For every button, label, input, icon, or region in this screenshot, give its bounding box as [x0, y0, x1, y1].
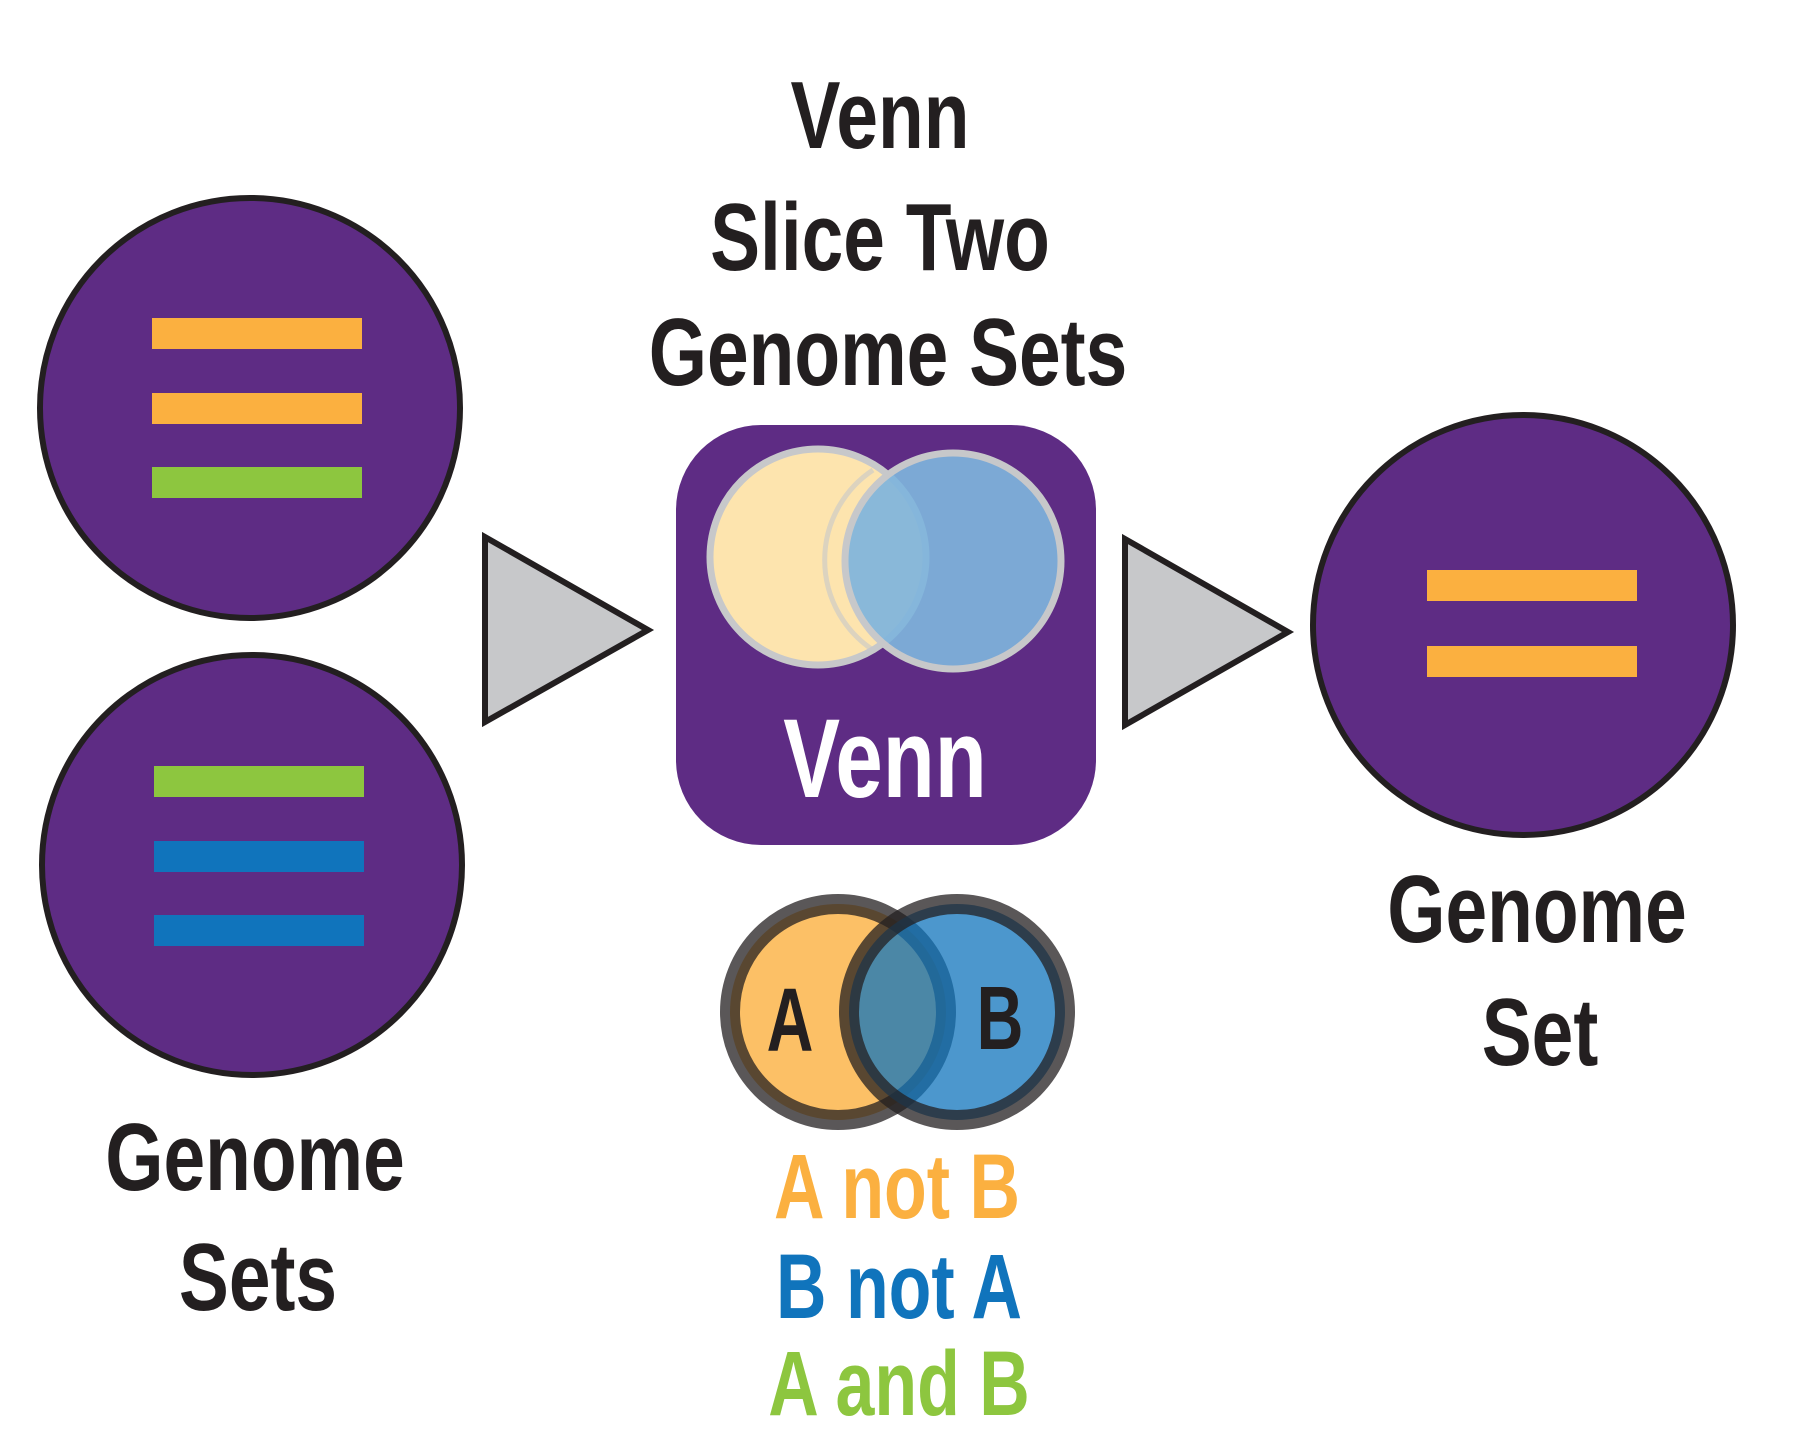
arrow-right-icon	[482, 531, 655, 728]
title-line-1: Venn	[791, 62, 970, 169]
ab-venn-legend: A B	[720, 894, 1075, 1130]
output-label: Genome Set	[1387, 856, 1687, 1086]
input-genome-set-b	[39, 652, 465, 1078]
venn-tool-label: Venn	[783, 697, 986, 822]
circle-b	[839, 894, 1075, 1130]
output-genome-set	[1310, 412, 1736, 838]
output-bar-2	[1427, 646, 1637, 677]
output-bar-1	[1427, 570, 1637, 601]
venn-tool-tile: Venn	[676, 425, 1096, 845]
venn-diagram-icon	[706, 445, 1065, 673]
input-genome-set-a	[37, 195, 463, 621]
output-genome-set-circle	[1310, 412, 1736, 838]
input-label-line-1: Genome	[105, 1104, 405, 1211]
title-line-3: Genome Sets	[649, 299, 1128, 406]
title: Venn Slice Two Genome Sets	[649, 62, 1128, 406]
output-label-line-2: Set	[1482, 979, 1599, 1086]
option-a-and-b: A and B	[768, 1333, 1029, 1435]
option-b-not-a: B not A	[776, 1236, 1022, 1338]
title-line-2: Slice Two	[710, 184, 1050, 291]
genome-set-b-bar-2	[154, 841, 364, 872]
genome-set-a-bar-3	[152, 467, 362, 498]
genome-set-a-bar-2	[152, 393, 362, 424]
input-label: Genome Sets	[105, 1104, 405, 1331]
genome-set-b-bar-1	[154, 766, 364, 797]
circle-b-label: B	[977, 968, 1024, 1069]
output-label-line-1: Genome	[1387, 856, 1687, 963]
arrow-right-icon	[1122, 533, 1295, 731]
circle-a-label: A	[767, 970, 814, 1071]
option-a-not-b: A not B	[774, 1136, 1020, 1238]
genome-set-b-bar-3	[154, 915, 364, 946]
venn-slice-options: A not B B not A A and B	[768, 1136, 1029, 1435]
input-label-line-2: Sets	[179, 1224, 337, 1331]
genome-set-a-bar-1	[152, 318, 362, 349]
